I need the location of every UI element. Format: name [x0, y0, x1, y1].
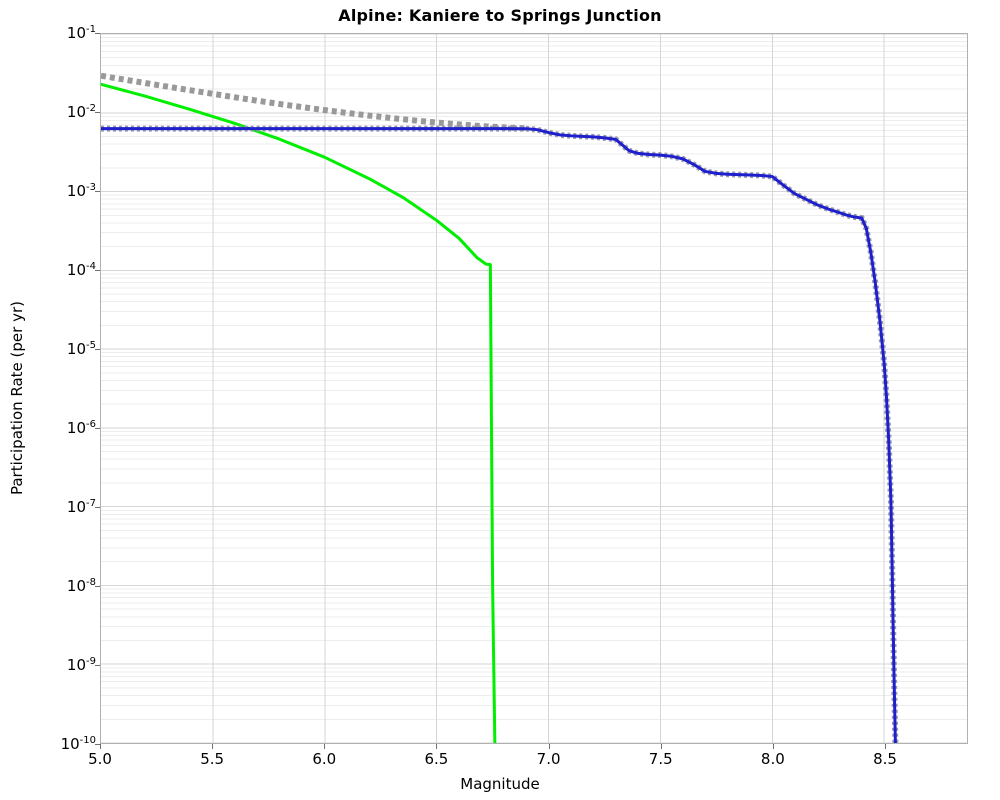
y-axis-tick-labels: 10-1 10-2 10-3 10-4 10-5 10-6 10-7 10-8 10-9 10-1…: [0, 0, 96, 800]
y-tick-mark: [95, 33, 100, 34]
y-tick-label: 10-8: [66, 577, 96, 595]
y-tick-label: 10-3: [66, 182, 96, 200]
y-tick-mark: [95, 349, 100, 350]
grid-lines: [101, 34, 967, 743]
y-tick-label: 10-7: [66, 498, 96, 516]
y-tick-mark: [95, 112, 100, 113]
x-tick-label: 8.5: [873, 750, 897, 768]
x-tick-label: 6.5: [424, 750, 449, 768]
y-tick-label: 10-4: [66, 261, 96, 279]
x-tick-label: 7.5: [648, 750, 673, 768]
y-tick-label: 10-1: [66, 24, 96, 42]
x-tick-mark: [772, 744, 774, 749]
y-tick-label: 10-5: [66, 340, 96, 358]
y-tick-mark: [95, 270, 100, 271]
y-tick-mark: [95, 744, 100, 745]
y-tick-mark: [95, 586, 100, 587]
x-tick-label: 7.0: [536, 750, 561, 768]
x-tick-mark: [324, 744, 326, 749]
chart-title: Alpine: Kaniere to Springs Junction: [338, 6, 662, 25]
y-tick-mark: [95, 665, 100, 666]
x-tick-label: 5.0: [88, 750, 112, 768]
x-tick-mark: [100, 744, 101, 749]
data-series-layer: [101, 72, 899, 743]
x-tick-label: 6.0: [312, 750, 337, 768]
y-tick-label: 10-10: [60, 735, 96, 753]
plot-area: [100, 33, 968, 744]
y-axis-title: Participation Rate (per yr): [8, 301, 26, 496]
x-tick-mark: [548, 744, 550, 749]
y-tick-mark: [95, 428, 100, 429]
x-axis-title: Magnitude: [460, 775, 540, 793]
y-tick-mark: [95, 507, 100, 508]
y-tick-label: 10-9: [66, 656, 96, 674]
x-tick-label: 5.5: [200, 750, 225, 768]
y-tick-label: 10-6: [66, 419, 96, 437]
x-tick-label: 8.0: [760, 750, 785, 768]
x-tick-mark: [885, 744, 886, 749]
y-tick-mark: [95, 191, 100, 192]
y-tick-label: 10-2: [66, 103, 96, 121]
x-tick-mark: [212, 744, 214, 749]
x-tick-mark: [436, 744, 438, 749]
x-tick-mark: [660, 744, 662, 749]
